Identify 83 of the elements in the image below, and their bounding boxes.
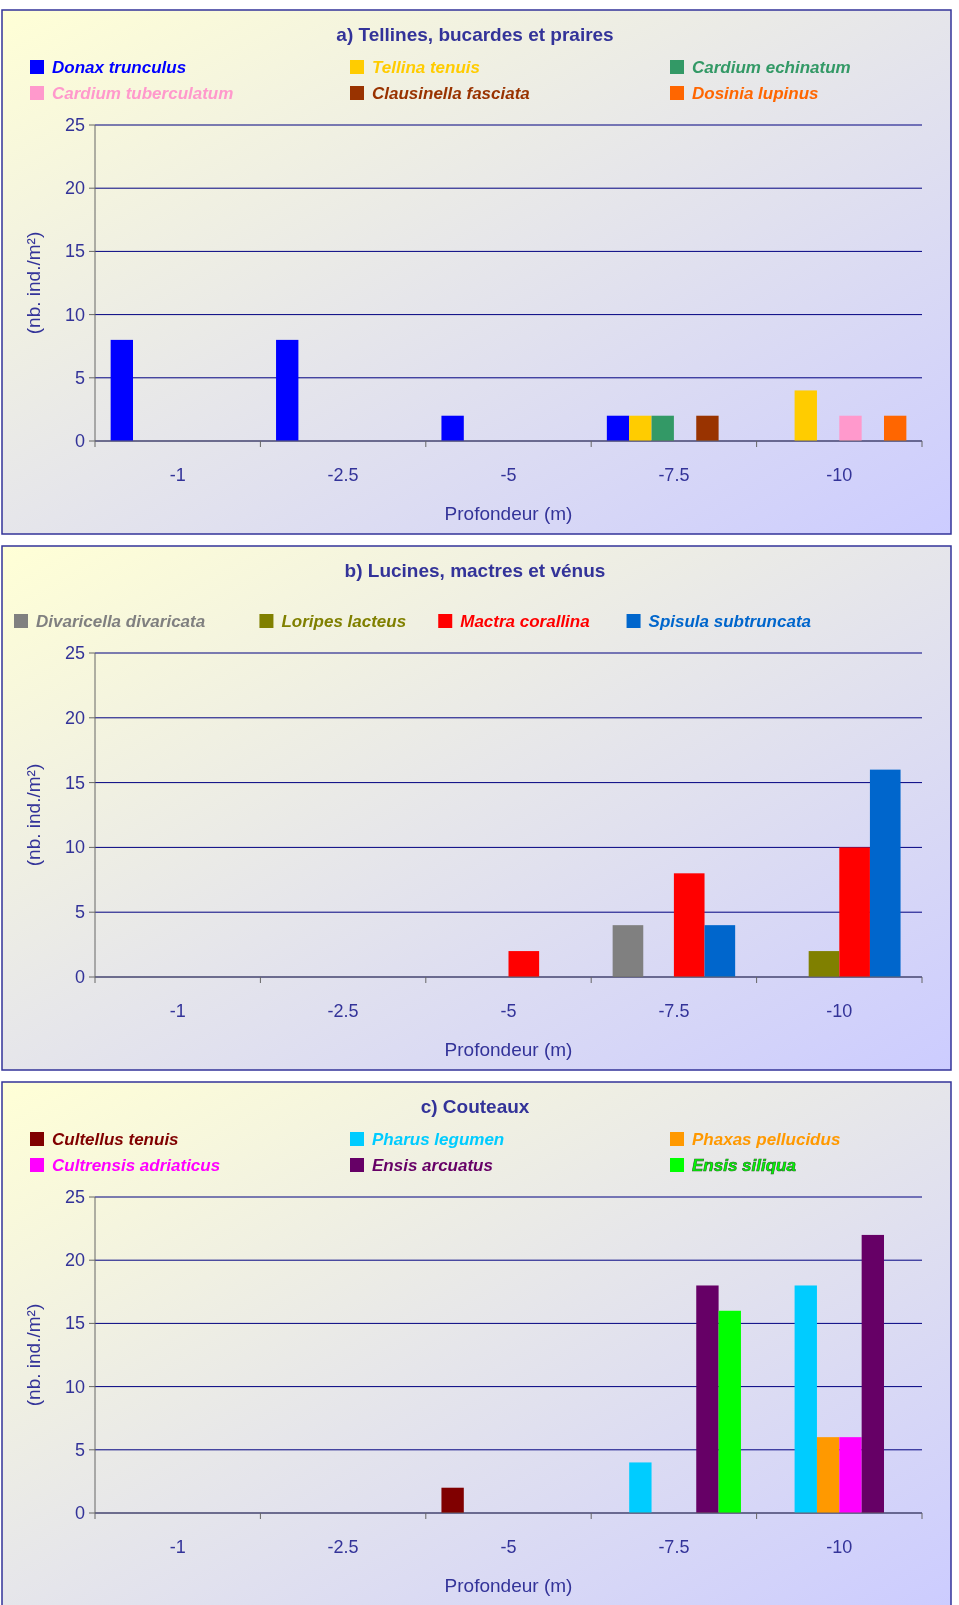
y-tick-label: 0 bbox=[74, 1503, 85, 1523]
bar bbox=[441, 1487, 464, 1513]
legend-label: Mactra corallina bbox=[460, 612, 590, 631]
x-axis-title: Profondeur (m) bbox=[444, 1575, 573, 1596]
x-axis-title: Profondeur (m) bbox=[444, 503, 573, 524]
y-axis-title: (nb. ind./m²) bbox=[23, 1303, 44, 1407]
x-tick-label: -10 bbox=[826, 465, 853, 485]
legend-label: Ensis siliqua bbox=[692, 1156, 796, 1175]
bar bbox=[629, 1462, 652, 1513]
y-tick-label: 15 bbox=[64, 772, 85, 793]
bar bbox=[110, 339, 133, 441]
x-tick-label: -5 bbox=[500, 465, 517, 485]
x-axis-title: Profondeur (m) bbox=[444, 1039, 573, 1060]
bar bbox=[276, 339, 299, 441]
chart-title: a) Tellines, bucardes et praires bbox=[336, 24, 614, 45]
legend-label: Divaricella divaricata bbox=[36, 612, 206, 631]
y-tick-label: 15 bbox=[64, 241, 85, 262]
x-tick-label: -1 bbox=[169, 1537, 186, 1557]
legend-label: Clausinella fasciata bbox=[372, 84, 530, 103]
y-tick-label: 0 bbox=[74, 967, 85, 987]
y-tick-label: 25 bbox=[64, 115, 85, 135]
legend-label: Ensis arcuatus bbox=[372, 1156, 493, 1175]
bar bbox=[651, 415, 674, 441]
bar bbox=[673, 873, 705, 977]
x-tick-label: -2.5 bbox=[327, 1537, 359, 1557]
bar bbox=[794, 1285, 817, 1513]
x-tick-label: -10 bbox=[826, 1537, 853, 1557]
y-tick-label: 5 bbox=[74, 367, 85, 388]
y-tick-label: 20 bbox=[64, 1250, 85, 1271]
bar bbox=[704, 925, 736, 977]
bar bbox=[606, 415, 630, 441]
y-tick-label: 20 bbox=[64, 178, 85, 199]
chart-title: c) Couteaux bbox=[420, 1096, 530, 1117]
legend-label: Spisula subtruncata bbox=[648, 612, 812, 631]
y-tick-label: 10 bbox=[64, 1376, 85, 1397]
x-tick-label: -7.5 bbox=[658, 1001, 690, 1021]
y-tick-label: 0 bbox=[74, 431, 85, 451]
x-tick-label: -2.5 bbox=[327, 1001, 359, 1021]
bar bbox=[696, 415, 719, 441]
x-tick-label: -5 bbox=[500, 1537, 517, 1557]
bar bbox=[816, 1437, 840, 1513]
legend-label: Donax trunculus bbox=[52, 58, 187, 77]
legend-label: Cultellus tenuis bbox=[52, 1130, 179, 1149]
legend-label: Cultrensis adriaticus bbox=[52, 1156, 221, 1175]
bar bbox=[884, 415, 907, 441]
legend-label: Dosinia lupinus bbox=[692, 84, 819, 103]
bar bbox=[794, 390, 817, 441]
bar bbox=[696, 1285, 719, 1513]
bar bbox=[718, 1310, 741, 1513]
legend-label: Cardium tuberculatum bbox=[52, 84, 234, 103]
bar bbox=[629, 415, 652, 441]
x-tick-label: -7.5 bbox=[658, 465, 690, 485]
y-tick-label: 15 bbox=[64, 1313, 85, 1334]
x-tick-label: -10 bbox=[826, 1001, 853, 1021]
y-tick-label: 20 bbox=[64, 707, 85, 728]
bar bbox=[839, 415, 862, 441]
y-tick-label: 25 bbox=[64, 1187, 85, 1207]
y-axis-title: (nb. ind./m²) bbox=[23, 763, 44, 867]
bar bbox=[508, 951, 540, 977]
x-tick-label: -1 bbox=[169, 1001, 186, 1021]
bar bbox=[861, 1234, 884, 1513]
y-tick-label: 10 bbox=[64, 837, 85, 858]
x-tick-label: -2.5 bbox=[327, 465, 359, 485]
legend-label: Phaxas pellucidus bbox=[692, 1130, 841, 1149]
bar bbox=[808, 951, 840, 977]
y-tick-label: 5 bbox=[74, 902, 85, 923]
legend-label: Cardium echinatum bbox=[692, 58, 851, 77]
y-tick-label: 10 bbox=[64, 304, 85, 325]
y-tick-label: 5 bbox=[74, 1439, 85, 1460]
y-tick-label: 25 bbox=[64, 643, 85, 663]
legend-label: Pharus legumen bbox=[372, 1130, 505, 1149]
bar bbox=[612, 925, 644, 977]
chart-title: b) Lucines, mactres et vénus bbox=[344, 560, 606, 581]
bar bbox=[839, 847, 870, 977]
bar bbox=[441, 415, 464, 441]
y-axis-title: (nb. ind./m²) bbox=[23, 231, 44, 335]
legend-label: Tellina tenuis bbox=[372, 58, 481, 77]
x-tick-label: -7.5 bbox=[658, 1537, 690, 1557]
bar bbox=[839, 1437, 862, 1513]
x-tick-label: -1 bbox=[169, 465, 186, 485]
x-tick-label: -5 bbox=[500, 1001, 517, 1021]
bar bbox=[869, 769, 901, 977]
legend-label: Loripes lacteus bbox=[281, 612, 407, 631]
